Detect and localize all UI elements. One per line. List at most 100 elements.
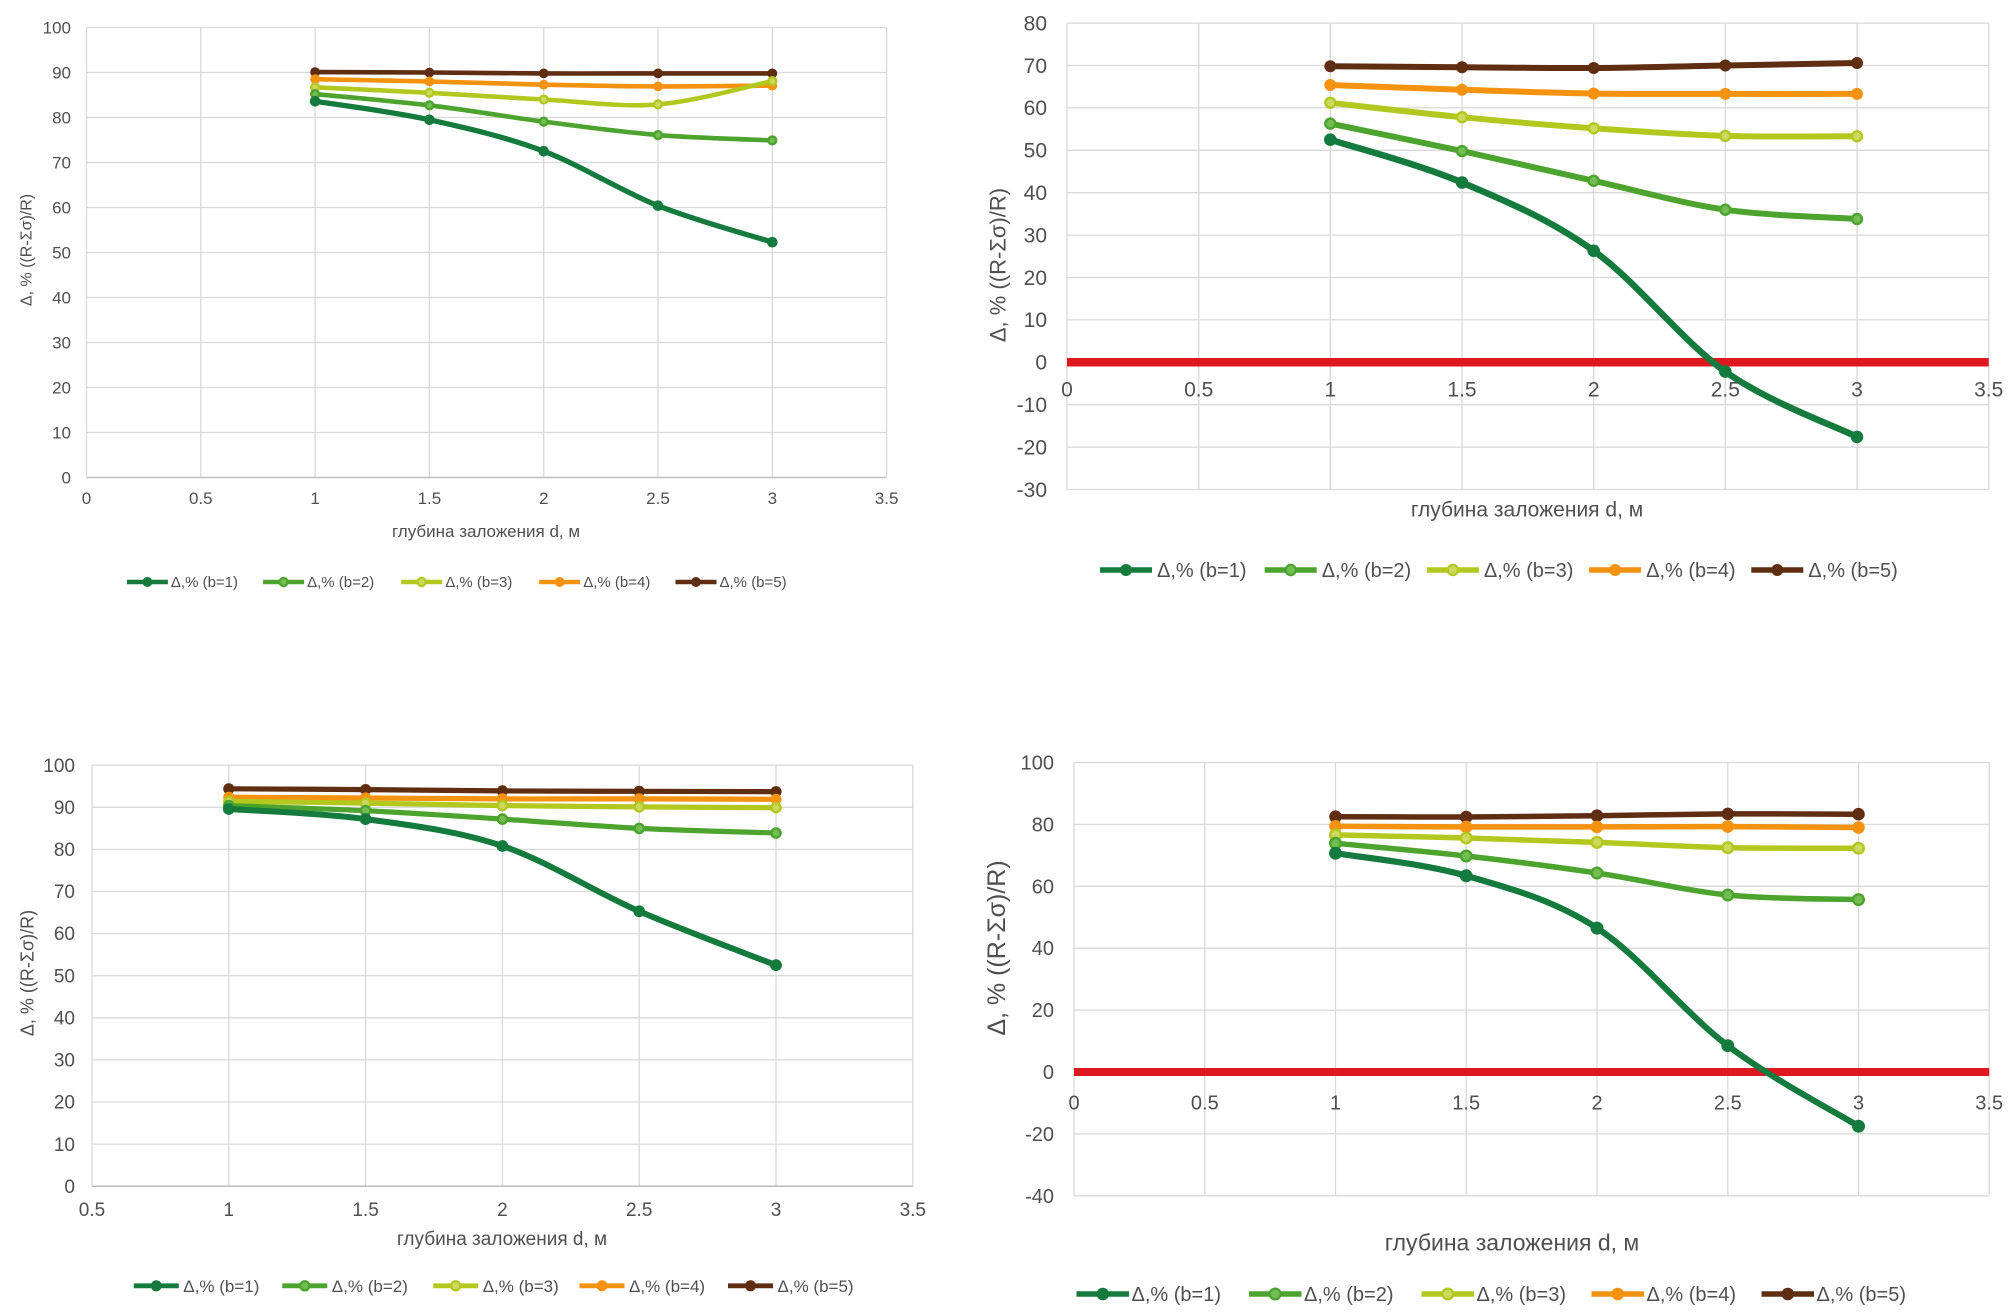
svg-text:0: 0 (1061, 378, 1073, 401)
svg-text:2.5: 2.5 (1711, 378, 1740, 401)
svg-text:20: 20 (52, 378, 71, 397)
svg-text:Δ,% (b=2): Δ,% (b=2) (307, 574, 374, 591)
svg-text:Δ,% (b=1): Δ,% (b=1) (171, 574, 238, 591)
svg-text:1.5: 1.5 (1447, 378, 1476, 401)
svg-text:2.5: 2.5 (626, 1200, 652, 1221)
svg-text:2.5: 2.5 (1714, 1093, 1742, 1115)
svg-text:1: 1 (1330, 1093, 1341, 1115)
svg-text:Δ,% (b=3): Δ,% (b=3) (445, 574, 512, 591)
svg-text:50: 50 (54, 966, 75, 987)
svg-text:глубина заложения d, м: глубина заложения d, м (1411, 498, 1643, 521)
svg-text:3: 3 (768, 489, 777, 508)
svg-text:40: 40 (1024, 182, 1047, 205)
svg-text:Δ,% (b=3): Δ,% (b=3) (1484, 560, 1574, 582)
svg-text:20: 20 (1032, 1000, 1054, 1022)
svg-text:Δ,% (b=4): Δ,% (b=4) (629, 1277, 705, 1296)
svg-text:Δ, % ((R-Σσ)/R): Δ, % ((R-Σσ)/R) (19, 194, 36, 306)
svg-text:50: 50 (1024, 140, 1047, 163)
svg-text:0.5: 0.5 (189, 489, 213, 508)
svg-text:80: 80 (54, 840, 75, 861)
svg-text:3: 3 (771, 1200, 782, 1221)
svg-text:80: 80 (1032, 814, 1054, 836)
svg-text:Δ,% (b=5): Δ,% (b=5) (778, 1277, 854, 1296)
svg-text:глубина заложения d, м: глубина заложения d, м (397, 1229, 607, 1250)
svg-text:0.5: 0.5 (1184, 378, 1213, 401)
svg-text:2: 2 (1588, 378, 1600, 401)
svg-text:-30: -30 (1017, 479, 1047, 502)
svg-text:1.5: 1.5 (418, 489, 442, 508)
svg-text:80: 80 (52, 109, 71, 128)
svg-text:0: 0 (1035, 352, 1047, 375)
svg-text:90: 90 (54, 798, 75, 819)
svg-text:3.5: 3.5 (900, 1200, 926, 1221)
svg-text:80: 80 (1024, 12, 1047, 35)
svg-text:Δ,% (b=1): Δ,% (b=1) (1157, 560, 1247, 582)
svg-text:-10: -10 (1017, 394, 1047, 417)
svg-text:30: 30 (1024, 225, 1047, 248)
svg-text:Δ,% (b=2): Δ,% (b=2) (1304, 1284, 1394, 1306)
svg-text:0: 0 (82, 489, 91, 508)
svg-text:1.5: 1.5 (352, 1200, 378, 1221)
svg-text:0: 0 (64, 1177, 75, 1198)
svg-text:Δ, % ((R-Σσ)/R): Δ, % ((R-Σσ)/R) (17, 910, 37, 1036)
svg-text:Δ,% (b=2): Δ,% (b=2) (1322, 560, 1412, 582)
svg-text:70: 70 (1024, 55, 1047, 78)
svg-text:90: 90 (52, 64, 71, 83)
svg-text:Δ, % ((R-Σσ)/R): Δ, % ((R-Σσ)/R) (986, 188, 1011, 342)
svg-text:Δ,% (b=5): Δ,% (b=5) (1817, 1284, 1907, 1306)
svg-text:Δ,% (b=4): Δ,% (b=4) (1647, 1284, 1737, 1306)
svg-text:Δ,% (b=3): Δ,% (b=3) (1477, 1284, 1567, 1306)
svg-text:50: 50 (52, 243, 71, 262)
svg-text:60: 60 (1032, 876, 1054, 898)
svg-text:глубина заложения d, м: глубина заложения d, м (1385, 1230, 1639, 1256)
svg-text:Δ,% (b=4): Δ,% (b=4) (583, 574, 650, 591)
svg-text:2: 2 (539, 489, 548, 508)
svg-text:глубина заложения d, м: глубина заложения d, м (392, 522, 580, 541)
svg-text:30: 30 (52, 333, 71, 352)
svg-text:Δ,% (b=5): Δ,% (b=5) (1808, 560, 1898, 582)
svg-text:10: 10 (54, 1135, 75, 1156)
svg-text:40: 40 (1032, 938, 1054, 960)
svg-text:3: 3 (1853, 1093, 1864, 1115)
svg-text:-20: -20 (1025, 1124, 1054, 1146)
svg-text:-40: -40 (1025, 1186, 1054, 1208)
svg-text:2: 2 (1591, 1093, 1602, 1115)
svg-text:60: 60 (54, 924, 75, 945)
svg-text:0.5: 0.5 (1191, 1093, 1219, 1115)
svg-text:10: 10 (52, 423, 71, 442)
svg-text:Δ,% (b=1): Δ,% (b=1) (1132, 1284, 1222, 1306)
svg-text:3: 3 (1851, 378, 1863, 401)
svg-text:1: 1 (310, 489, 319, 508)
svg-text:20: 20 (1024, 267, 1047, 290)
svg-text:3.5: 3.5 (1974, 378, 2003, 401)
svg-text:Δ,% (b=4): Δ,% (b=4) (1646, 560, 1736, 582)
svg-text:0: 0 (1068, 1093, 1079, 1115)
svg-text:0: 0 (1043, 1062, 1054, 1084)
svg-text:3.5: 3.5 (1975, 1093, 2003, 1115)
svg-text:Δ,% (b=3): Δ,% (b=3) (483, 1277, 559, 1296)
svg-text:1.5: 1.5 (1452, 1093, 1480, 1115)
svg-text:3.5: 3.5 (875, 489, 899, 508)
svg-text:70: 70 (52, 153, 71, 172)
svg-text:1: 1 (224, 1200, 235, 1221)
svg-text:60: 60 (1024, 97, 1047, 120)
svg-text:Δ,% (b=2): Δ,% (b=2) (332, 1277, 408, 1296)
svg-text:2.5: 2.5 (646, 489, 670, 508)
svg-text:0.5: 0.5 (79, 1200, 105, 1221)
svg-text:-20: -20 (1017, 437, 1047, 460)
svg-text:100: 100 (43, 756, 75, 777)
svg-text:2: 2 (497, 1200, 508, 1221)
svg-text:10: 10 (1024, 309, 1047, 332)
svg-text:40: 40 (52, 288, 71, 307)
svg-text:Δ, % ((R-Σσ)/R): Δ, % ((R-Σσ)/R) (983, 860, 1011, 1035)
svg-text:Δ,% (b=5): Δ,% (b=5) (720, 574, 787, 591)
svg-text:0: 0 (62, 468, 71, 487)
svg-text:60: 60 (52, 198, 71, 217)
svg-text:40: 40 (54, 1009, 75, 1030)
svg-text:1: 1 (1324, 378, 1336, 401)
svg-text:70: 70 (54, 882, 75, 903)
svg-text:30: 30 (54, 1051, 75, 1072)
svg-text:20: 20 (54, 1093, 75, 1114)
svg-text:100: 100 (1021, 753, 1054, 775)
svg-text:100: 100 (43, 19, 71, 38)
